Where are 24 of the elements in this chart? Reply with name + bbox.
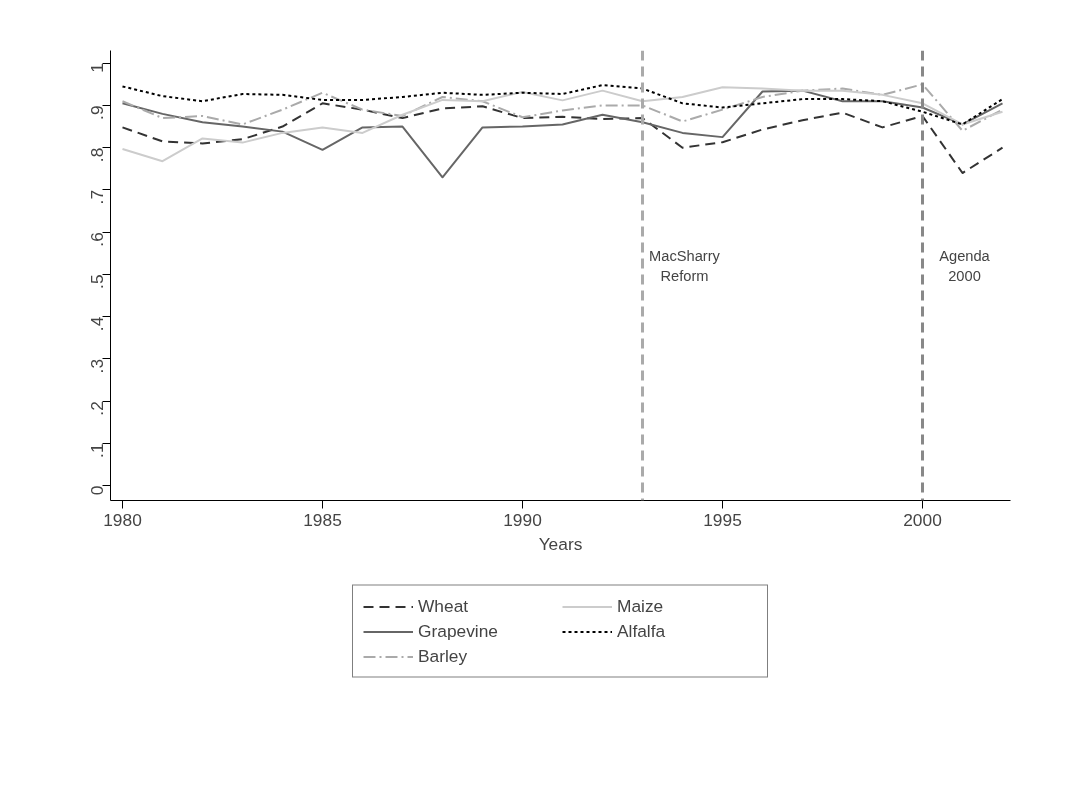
x-tick-label: 1985 (303, 509, 342, 530)
ref-line-label: MacSharry Reform (649, 248, 721, 284)
y-tick-label: .9 (87, 105, 108, 120)
legend-label: Barley (418, 645, 469, 667)
y-tick-label: 0 (87, 485, 108, 496)
legend-label: Wheat (418, 595, 470, 617)
x-tick-label: 1980 (103, 509, 142, 530)
y-tick-label: .2 (87, 401, 108, 416)
y-tick-label: .3 (87, 358, 108, 374)
y-tick-label: .6 (87, 232, 108, 247)
y-tick-label: .7 (87, 189, 108, 205)
x-tick-label: 1990 (503, 509, 542, 530)
y-tick-label: 1 (87, 63, 108, 73)
legend-label: Maize (617, 595, 665, 617)
x-axis-title: Years (538, 533, 583, 554)
y-tick-label: .1 (87, 443, 108, 458)
ref-line-label: Agenda 2000 (939, 248, 991, 284)
y-tick-label: .5 (87, 274, 108, 289)
y-tick-label: .4 (87, 316, 108, 332)
x-tick-label: 1995 (703, 509, 742, 530)
y-tick-label: .8 (87, 147, 108, 163)
legend-label: Grapevine (418, 620, 499, 642)
legend-label: Alfalfa (617, 620, 667, 642)
x-tick-label: 2000 (903, 509, 942, 530)
